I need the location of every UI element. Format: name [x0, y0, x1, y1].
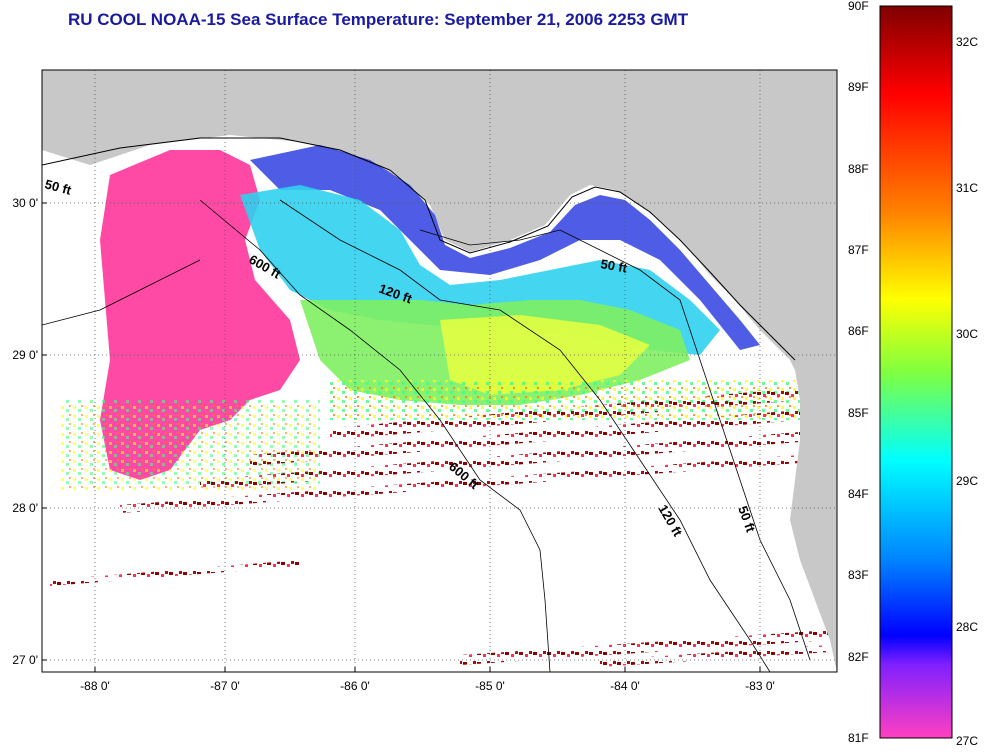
celsius-tick-label: 32C [956, 34, 979, 49]
celsius-tick-label: 30C [956, 327, 979, 342]
fahrenheit-tick-label: 89F [848, 80, 869, 95]
contour-120ft [279, 199, 771, 672]
florida-land [780, 330, 837, 672]
lon-tick-label: -88 0' [80, 679, 110, 693]
fahrenheit-tick-label: 85F [848, 405, 869, 420]
satellite-swath-stripes [50, 388, 830, 667]
lon-tick-label: -87 0' [210, 679, 240, 693]
lat-tick-label: 28 0' [12, 501, 38, 515]
fahrenheit-tick-label: 88F [848, 161, 869, 176]
graticule [42, 70, 837, 672]
fahrenheit-tick-label: 81F [848, 731, 869, 745]
lon-tick-label: -85 0' [475, 679, 505, 693]
contour-50ft [419, 229, 811, 661]
fahrenheit-tick-label: 84F [848, 487, 869, 501]
celsius-tick-label: 27C [956, 734, 979, 748]
contour-label: 50 ft [43, 176, 73, 198]
celsius-tick-label: 29C [956, 473, 979, 488]
lon-tick-label: -84 0' [610, 679, 640, 693]
color-scale-bar [879, 5, 953, 739]
cool-coastal-band [250, 145, 760, 350]
fahrenheit-tick-label: 87F [848, 243, 869, 257]
lat-tick-label: 27 0' [12, 653, 38, 667]
fahrenheit-tick-label: 83F [848, 568, 869, 583]
lat-tick-label: 29 0' [12, 348, 38, 362]
cold-water-region [100, 150, 300, 480]
celsius-tick-label: 28C [956, 620, 979, 635]
contour-label: 50 ft [599, 256, 629, 276]
lat-tick-label: 30 0' [12, 196, 38, 210]
celsius-tick-label: 31C [956, 180, 979, 195]
fahrenheit-tick-label: 86F [848, 324, 869, 339]
lon-tick-label: -83 0' [745, 679, 775, 693]
map-title: RU COOL NOAA-15 Sea Surface Temperature:… [68, 10, 689, 29]
fahrenheit-tick-label: 82F [848, 649, 869, 664]
contour-600ft [199, 199, 551, 672]
lon-tick-label: -86 0' [340, 679, 370, 693]
fahrenheit-tick-label: 90F [848, 0, 869, 13]
map-frame [41, 69, 838, 673]
